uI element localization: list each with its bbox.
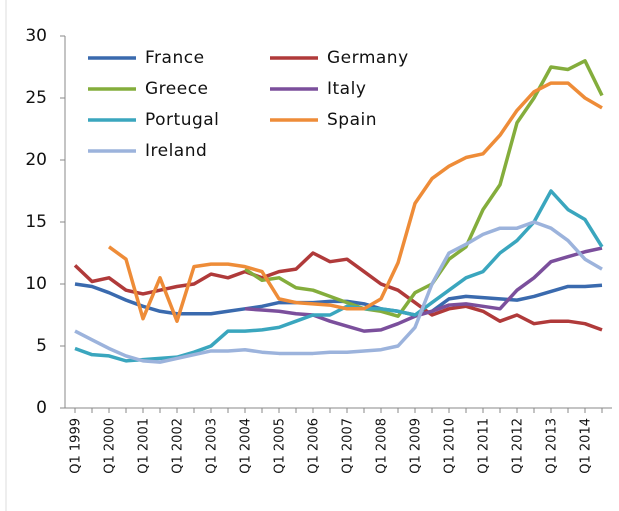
series-line (244, 246, 603, 333)
x-tick-label: Q1 2001 (137, 418, 152, 474)
x-tick-label: Q1 2003 (205, 418, 220, 474)
legend-label: Italy (327, 79, 366, 99)
x-tick-label: Q1 2010 (443, 418, 458, 474)
series-line (107, 81, 603, 323)
x-tick-label: Q1 2007 (341, 418, 356, 474)
series-line (244, 59, 604, 318)
y-tick-label: 20 (25, 150, 47, 170)
x-tick-label: Q1 2000 (103, 418, 118, 474)
y-tick-label: 5 (36, 336, 47, 356)
x-tick-label: Q1 2004 (239, 418, 254, 474)
x-tick-label: Q1 2013 (545, 418, 560, 474)
legend-label: Greece (145, 79, 209, 99)
y-tick-label: 30 (25, 26, 47, 46)
y-tick-label: 10 (25, 274, 47, 294)
legend-label: Germany (327, 48, 409, 68)
x-tick-label: Q1 2002 (171, 418, 186, 474)
x-tick-label: Q1 2012 (511, 418, 526, 474)
legend-label: Spain (327, 110, 377, 130)
x-tick-label: Q1 2006 (307, 418, 322, 474)
x-tick-label: Q1 2011 (477, 418, 492, 474)
y-tick-label: 25 (25, 88, 47, 108)
x-tick-label: Q1 2005 (273, 418, 288, 474)
y-tick-label: 0 (36, 398, 47, 418)
x-tick-label: Q1 2014 (579, 418, 594, 474)
legend-label: Ireland (145, 141, 207, 161)
legend-label: Portugal (145, 110, 219, 130)
series-line (74, 220, 603, 364)
series-line (74, 189, 604, 363)
legend-label: France (145, 48, 205, 68)
x-tick-label: Q1 2008 (375, 418, 390, 474)
x-tick-label: Q1 2009 (409, 418, 424, 474)
x-tick-label: Q1 1999 (69, 418, 84, 474)
y-tick-label: 15 (25, 212, 47, 232)
